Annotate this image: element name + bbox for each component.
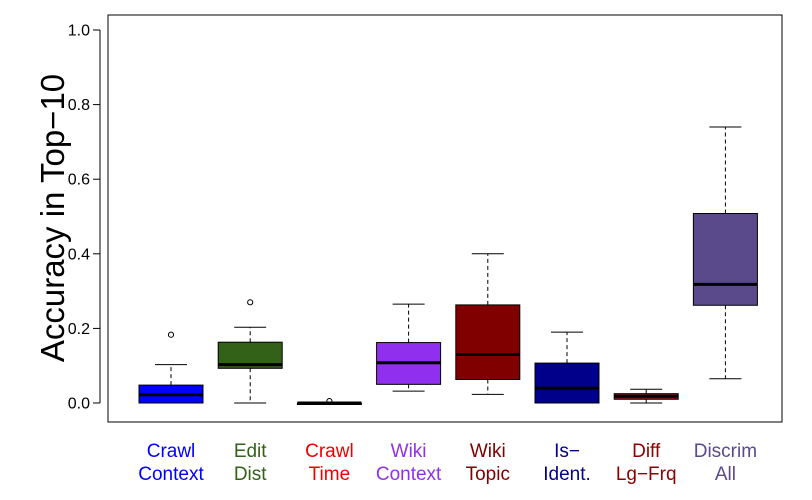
y-tick-label: 0.2 [68, 321, 90, 338]
box-6 [613, 388, 679, 404]
y-tick-label: 0.8 [68, 97, 90, 114]
iqr-box [534, 362, 600, 404]
x-category-label: Crawl Context [138, 441, 204, 485]
box-7 [692, 126, 758, 380]
y-axis-label: Accuracy in Top−10 [34, 74, 71, 362]
y-tick-label: 1.0 [68, 23, 90, 40]
box-1 [217, 299, 283, 404]
y-tick-label: 0.4 [68, 246, 90, 263]
box-3 [376, 303, 442, 392]
outlier-point [326, 398, 333, 405]
y-axis: 0.0 0.2 0.4 0.6 0.8 1.0 [68, 23, 101, 413]
x-category-label: Crawl Time [305, 441, 354, 485]
x-category-label: Diff Lg−Frq [616, 441, 677, 485]
iqr-box [455, 304, 521, 381]
x-category-label: Is− Ident. [543, 441, 591, 485]
x-category-label: Wiki Topic [466, 441, 510, 485]
boxes [138, 126, 758, 405]
x-category-label: Edit Dist [234, 441, 267, 485]
box-2 [296, 398, 362, 405]
y-tick-label: 0.6 [68, 172, 90, 189]
box-4 [455, 253, 521, 395]
x-category-label: Wiki Context [376, 441, 442, 485]
x-axis-labels: Crawl Context Edit Dist Crawl Time Wiki Context… [138, 441, 757, 485]
plot-frame [107, 14, 783, 423]
outlier-point [167, 331, 175, 338]
iqr-box [692, 213, 758, 306]
y-tick-label: 0.0 [68, 396, 90, 413]
box-5 [534, 331, 600, 404]
x-category-label: Discrim All [694, 441, 757, 485]
box-0 [138, 331, 204, 404]
outlier-point [247, 299, 254, 306]
